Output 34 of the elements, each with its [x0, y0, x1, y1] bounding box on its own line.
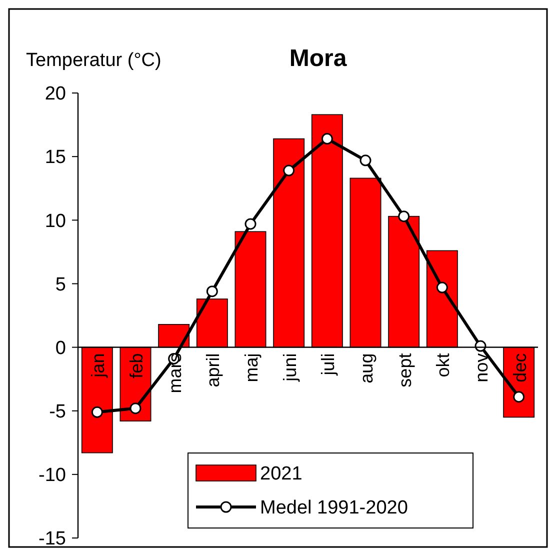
- y-tick-label: -5: [49, 402, 66, 423]
- point: [436, 282, 448, 294]
- y-tick-label: 15: [44, 147, 66, 168]
- y-tick-label: -10: [38, 465, 66, 486]
- point: [360, 154, 372, 166]
- y-tick-label: 10: [44, 210, 66, 232]
- y-tick-label: 0: [55, 338, 66, 359]
- point: [206, 286, 218, 298]
- point: [513, 391, 525, 403]
- y-tick-label: 5: [55, 274, 66, 296]
- x-tick-label: okt: [433, 353, 454, 378]
- x-tick-label: april: [203, 353, 224, 388]
- x-tick-label: mars: [164, 353, 185, 394]
- x-tick-label: nov: [472, 353, 492, 382]
- x-tick-label: juni: [280, 353, 300, 382]
- point: [91, 406, 103, 418]
- x-tick-label: maj: [242, 353, 262, 382]
- x-tick-label: aug: [356, 353, 376, 384]
- x-tick-label: juli: [318, 353, 338, 376]
- x-tick-label: sept: [394, 353, 415, 388]
- point: [398, 210, 410, 222]
- y-tick-label: 20: [44, 84, 66, 105]
- x-tick-label: jan: [88, 353, 108, 378]
- legend-label: Medel 1991-2020: [260, 498, 408, 519]
- legend-label: 2021: [260, 464, 302, 485]
- y-tick-label: -15: [38, 528, 66, 550]
- x-tick-label: dec: [510, 353, 530, 382]
- point: [130, 402, 142, 414]
- chart-title: Mora: [289, 45, 348, 72]
- point: [321, 133, 333, 145]
- point: [283, 164, 295, 176]
- x-tick-label: feb: [126, 353, 146, 378]
- point: [244, 218, 256, 230]
- y-axis-title: Temperatur (°C): [26, 50, 162, 71]
